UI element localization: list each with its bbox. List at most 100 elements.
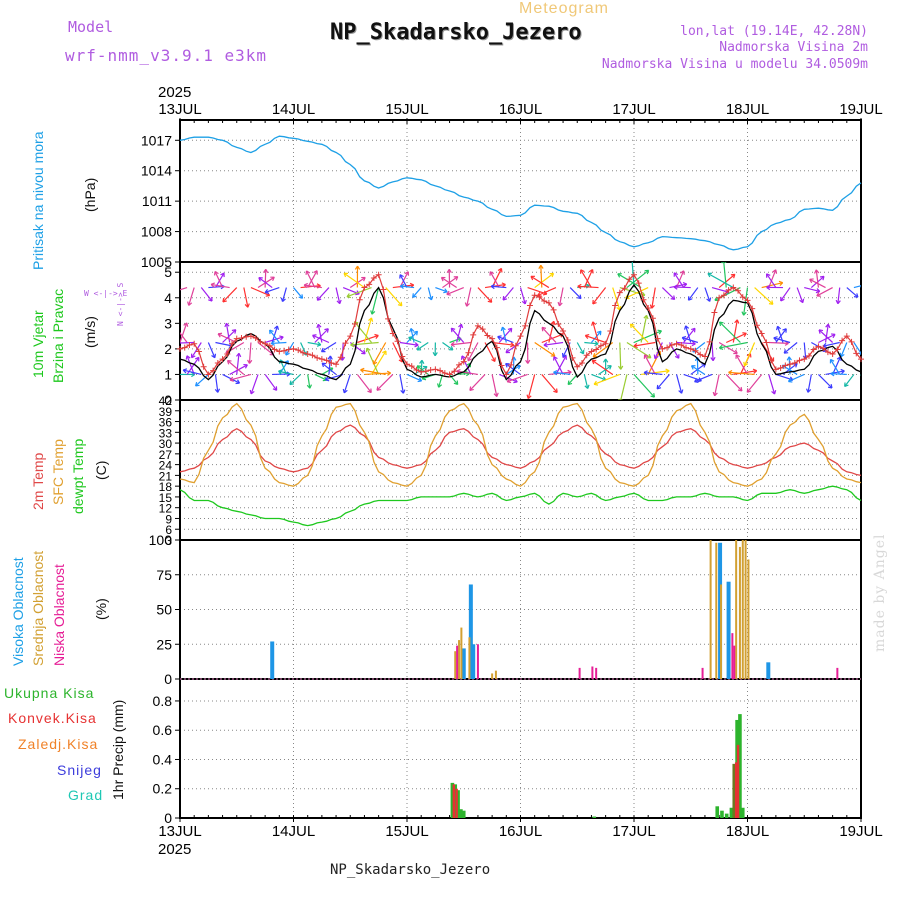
- wind-arrow-head: [862, 275, 866, 279]
- wind-arrow: [346, 286, 372, 298]
- wind-gust-marker: [295, 347, 302, 354]
- wind-arrow: [807, 374, 812, 393]
- wind-arrow-head: [521, 299, 527, 305]
- wind-arrow-head: [505, 363, 510, 368]
- wind-arrow-head: [327, 355, 333, 360]
- wind-arrow-head: [453, 276, 459, 281]
- wind-gust-marker: [569, 354, 576, 361]
- wind-gust-marker: [801, 356, 808, 363]
- wind-arrow: [372, 342, 387, 365]
- wind-arrow: [691, 365, 706, 375]
- wind-arrow-head: [303, 282, 309, 289]
- wind-arrow: [446, 286, 464, 295]
- wind-arrow: [829, 359, 841, 375]
- wind-arrow-head: [244, 303, 250, 308]
- wind-gust-marker: [631, 271, 637, 278]
- wind-arrows: [175, 262, 874, 400]
- wind-arrow: [258, 277, 273, 289]
- wind-arrow: [180, 331, 188, 343]
- wind-arrow-head: [853, 293, 859, 298]
- wind-arrow: [732, 319, 738, 343]
- wind-arrow: [438, 374, 444, 388]
- wind-arrow-head: [236, 352, 242, 358]
- wind-arrow-head: [871, 341, 874, 345]
- wind-arrow-head: [432, 352, 438, 357]
- wind-arrow: [200, 287, 213, 302]
- wind-arrow-head: [500, 326, 506, 332]
- wind-arrow-head: [643, 314, 649, 320]
- wind-arrow: [215, 341, 233, 347]
- wind-arrow: [492, 341, 514, 346]
- wind-gust-marker: [214, 359, 221, 366]
- wind-arrow-head: [526, 394, 532, 399]
- wind-gust-marker: [314, 354, 321, 361]
- wind-arrow-head: [272, 386, 278, 391]
- wind-gust-marker: [607, 328, 614, 334]
- wind-arrow-head: [365, 347, 371, 353]
- wind-gust-marker: [753, 322, 760, 329]
- wind-gust-marker: [848, 338, 855, 345]
- wind-arrow: [477, 287, 493, 303]
- wind-arrow-head: [580, 269, 585, 274]
- wind-arrow-head: [780, 296, 785, 302]
- wind-arrow: [583, 374, 589, 389]
- wind-gust-marker: [437, 367, 444, 374]
- wind-arrow: [441, 276, 457, 289]
- wind-arrow-head: [787, 377, 793, 383]
- y-tick-label: 4: [164, 290, 172, 306]
- wind-arrow-head: [289, 380, 294, 386]
- wind-arrow-head: [226, 359, 232, 365]
- cloud-bar-mid: [735, 540, 738, 679]
- wind-gust-marker: [678, 342, 685, 349]
- y-tick-label: 12: [159, 502, 173, 516]
- wind-arrow-head: [316, 323, 322, 329]
- wind-arrow: [626, 341, 652, 359]
- wind-arrow-head: [768, 300, 774, 305]
- wind-gust-marker: [446, 371, 453, 378]
- wind-gust-marker: [796, 357, 803, 364]
- wind-arrow-head: [617, 273, 622, 278]
- wind-gust-marker: [498, 362, 505, 369]
- wind-arrow-head: [243, 363, 248, 369]
- y-tick-label: 100: [149, 532, 173, 548]
- chart-subtitle: Meteogram: [519, 0, 609, 17]
- y-tick-label: 39: [159, 405, 173, 419]
- wind-gust-marker: [370, 274, 377, 281]
- wind-gust-marker: [512, 342, 519, 349]
- wind-gust-marker: [243, 333, 250, 340]
- wind-arrow: [592, 321, 600, 343]
- wind-gust-marker: [181, 344, 188, 351]
- wind-arrow: [718, 273, 736, 289]
- wind-arrow: [316, 287, 330, 301]
- wind-arrow: [540, 265, 543, 288]
- wind-arrow-head: [746, 388, 752, 393]
- wind-arrow: [293, 287, 303, 299]
- wind-arrow-head: [175, 341, 178, 345]
- wind-arrow-head: [194, 356, 200, 362]
- wind-arrow: [491, 374, 498, 397]
- wind-arrow-head: [618, 398, 624, 400]
- wind-gust-marker: [177, 345, 183, 352]
- wind-arrow-head: [644, 269, 650, 275]
- wind-gust-marker: [626, 276, 633, 283]
- wind-arrow-head: [825, 323, 831, 329]
- wind-arrow-head: [741, 311, 747, 316]
- wind-arrow: [406, 373, 422, 382]
- wind-arrow: [598, 365, 612, 375]
- wind-arrow-head: [718, 344, 724, 350]
- wind-arrow-head: [665, 368, 670, 374]
- y-tick-label: 1: [164, 366, 172, 382]
- wind-gust-marker: [262, 340, 269, 347]
- wind-arrow-head: [493, 392, 499, 397]
- precip-bar-total: [738, 714, 742, 818]
- wind-gust-marker: [782, 362, 789, 369]
- wind-arrow: [837, 287, 841, 304]
- wind-arrow-head: [553, 370, 558, 376]
- wind-arrow: [363, 317, 373, 343]
- wind-arrow-head: [400, 283, 405, 289]
- y-tick-label: 1008: [141, 224, 172, 240]
- wind-arrow-head: [464, 302, 470, 307]
- wind-arrow-head: [419, 359, 425, 365]
- wind-arrow-head: [576, 294, 582, 300]
- wind-arrow: [412, 287, 422, 298]
